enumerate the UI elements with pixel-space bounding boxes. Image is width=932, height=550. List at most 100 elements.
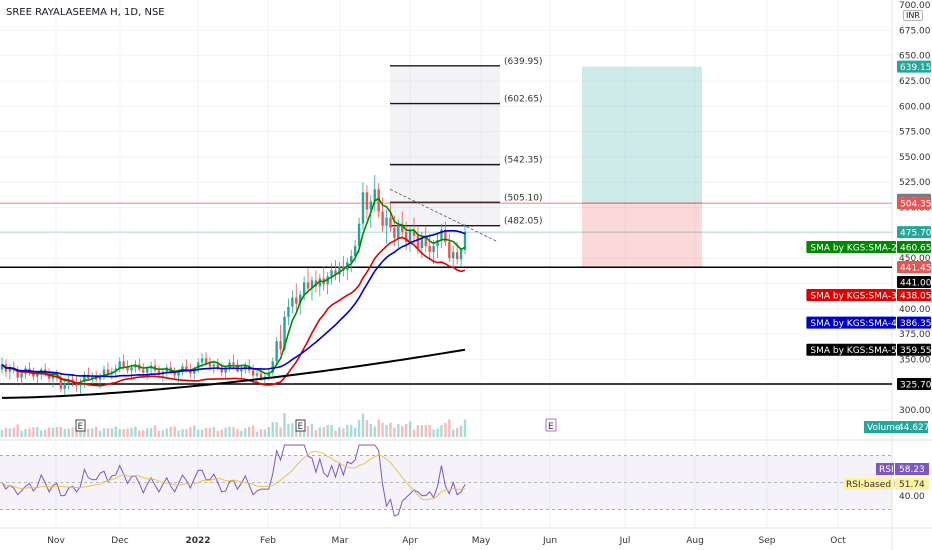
series-name-label-8: SMA by KGS:SMA-4 [810,319,897,329]
volume-bar-33 [130,427,133,437]
volume-bar-41 [161,430,165,437]
candle-body-75 [295,297,298,304]
candle-body-73 [287,306,290,317]
volume-bar-117 [459,425,463,437]
candle-body-110 [432,245,435,253]
volume-bar-13 [51,427,55,437]
volume-bar-3 [12,427,15,437]
volume-bar-43 [169,426,172,437]
volume-bar-15 [59,426,63,437]
volume-bar-64 [251,425,255,437]
candle-body-77 [302,282,306,295]
volume-bar-12 [47,427,51,437]
y-tick-label-14: 650.00 [899,52,931,62]
volume-bar-34 [134,426,137,437]
candle-body-33 [130,367,133,371]
volume-bar-82 [322,427,325,437]
candle-body-108 [424,237,427,246]
candle-body-90 [353,245,357,257]
candle-body-107 [420,237,424,248]
price-tag-label-7: 438.05 [900,292,932,302]
rsi-ma-line [1,451,466,501]
volume-bar-53 [208,427,212,437]
candle-body-29 [114,368,117,372]
volume-bar-74 [291,423,294,437]
volume-bar-112 [440,425,443,437]
candle-body-25 [98,375,102,380]
candle-body-66 [259,373,263,379]
volume-bar-25 [98,430,102,437]
volume-bar-96 [377,419,380,437]
series-name-tag-7 [806,289,896,301]
x-tick-label-8: Jul [619,536,631,546]
volume-tag-label: Volume [867,423,901,433]
candle-body-13 [51,375,55,379]
y-tick-label-0: 300.00 [899,406,931,416]
candle-body-37 [145,368,149,373]
candle-body-84 [330,270,333,277]
candle-body-30 [118,361,121,369]
series-name-label-7: SMA by KGS:SMA-3 [810,292,896,302]
candle-body-59 [232,362,235,365]
fib-label-1: (602.65) [504,95,543,105]
y-tick-label-2: 350.00 [899,355,931,365]
candle-body-36 [142,369,145,373]
fib-label-0: (639.95) [504,57,543,67]
candle-body-56 [220,368,223,373]
candle-body-16 [63,383,66,389]
x-tick-label-9: Aug [686,536,704,546]
volume-bar-36 [142,430,145,437]
candle-body-95 [373,189,376,202]
candle-body-4 [16,370,19,378]
y-tick-label-13: 625.00 [899,77,931,87]
volume-bar-104 [408,421,412,437]
candle-body-113 [444,229,447,242]
candle-body-97 [381,211,384,226]
volume-bar-14 [55,427,59,437]
volume-bar-101 [397,424,400,437]
rsi-value-tag [895,463,929,475]
price-tag-label-10: 325.70 [900,380,932,390]
volume-bar-60 [236,429,239,437]
volume-bar-27 [106,428,110,437]
volume-bar-8 [32,427,35,437]
candle-body-64 [251,370,255,376]
price-tag-5 [897,261,931,273]
volume-bar-10 [40,430,43,437]
price-tag-8 [897,316,931,329]
volume-bar-11 [43,429,47,437]
candle-body-65 [255,373,259,376]
candle-body-105 [412,229,416,236]
volume-bar-50 [196,429,200,437]
candle-body-57 [224,367,227,373]
candle-body-117 [459,250,463,260]
volume-bar-98 [385,425,388,437]
volume-bar-80 [314,429,318,437]
y-tick-label-9: 525.00 [899,178,931,188]
volume-bar-94 [369,423,373,437]
volume-bar-78 [306,426,310,437]
volume-bar-107 [420,425,424,437]
candle-body-61 [240,369,243,372]
candle-body-15 [59,377,63,389]
volume-bar-39 [153,425,157,437]
volume-bar-103 [404,423,408,437]
volume-bar-4 [16,424,19,437]
fib-label-3: (505.10) [504,193,543,203]
price-tag-10 [897,377,931,390]
y-tick-label-4: 400.00 [899,305,931,315]
candle-body-81 [318,278,322,287]
volume-bar-88 [346,425,349,437]
candle-body-69 [271,361,274,373]
volume-bar-79 [310,423,314,437]
volume-bar-21 [83,427,86,437]
volume-bar-59 [232,427,235,437]
fib-label-2: (542.35) [504,156,543,166]
candle-body-92 [361,192,365,224]
x-tick-label-11: Oct [830,536,846,546]
price-tag-2 [897,197,931,210]
volume-bar-110 [432,429,435,437]
currency-badge[interactable]: INR [903,10,923,21]
candle-body-21 [83,374,86,382]
